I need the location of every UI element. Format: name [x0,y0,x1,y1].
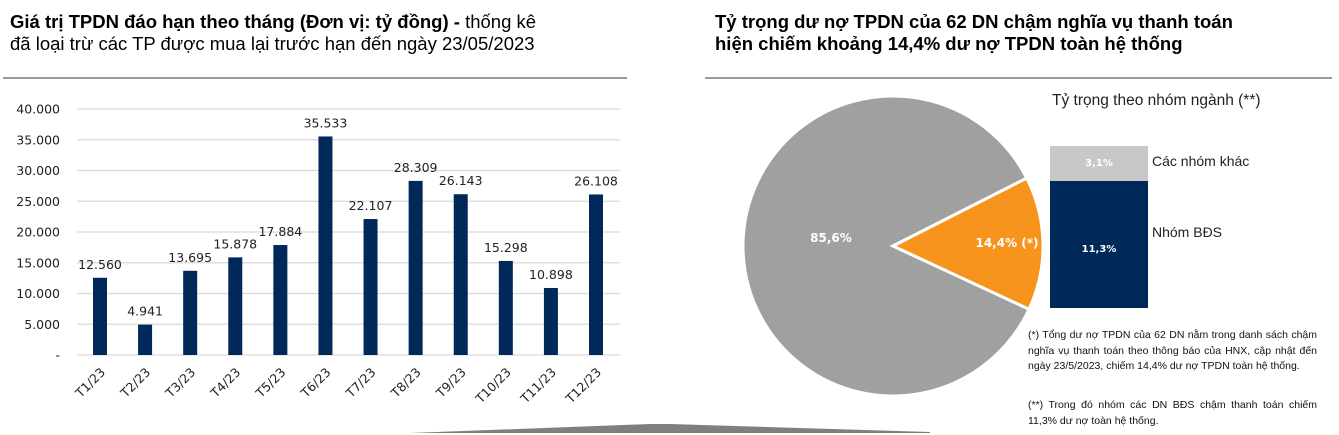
legend-other: Các nhóm khác [1152,153,1250,169]
bar [543,287,558,355]
pie-label-delayed: 14,4% (*) [975,236,1038,250]
pie-title-line-1: Tỷ trọng dư nợ TPDN của 62 DN chậm nghĩa… [715,11,1233,32]
bar-value-label: 28.309 [394,160,438,175]
y-tick-label: 25.000 [16,194,60,209]
right-divider [705,77,1332,79]
y-tick-label: 35.000 [16,132,60,147]
left-divider [3,77,627,79]
debt-share-pie-chart: 85,6% 14,4% (*) [741,94,1045,398]
x-tick-label: T10/23 [472,365,514,407]
stacked-sector-bar: 3,1% 11,3% [1050,146,1148,308]
sector-subtitle: Tỷ trọng theo nhóm ngành (**) [1052,92,1261,109]
bar [363,219,378,355]
bar-value-label: 26.108 [574,173,618,188]
bar-chart-subtitle: đã loại trừ các TP được mua lại trước hạ… [10,33,535,54]
stack-label-bds: 11,3% [1081,244,1117,255]
bar-value-label: 13.695 [168,250,212,265]
x-tick-label: T3/23 [162,365,199,402]
footnote-1: (*) Tổng dư nợ TPDN của 62 DN nằm trong … [1028,329,1317,372]
pie-label-other: 85,6% [810,231,852,245]
y-tick-label: 30.000 [16,163,60,178]
bar-value-label: 35.533 [304,115,348,130]
y-tick-label: 10.000 [16,286,60,301]
bar-value-label: 4.941 [127,304,163,319]
pie-slice-other [741,94,1032,398]
bar-value-label: 15.298 [484,240,528,255]
pie-slice-delayed [889,176,1045,312]
y-tick-label: 40.000 [16,102,60,117]
bar-chart-title: Giá trị TPDN đáo hạn theo tháng (Đơn vị:… [10,11,630,55]
bar [318,136,333,355]
stack-segment-other: 3,1% [1050,146,1148,181]
y-tick-label: 5.000 [24,317,60,332]
stack-segment-bds: 11,3% [1050,181,1148,308]
bar [228,257,243,355]
bar-value-label: 26.143 [439,173,483,188]
x-tick-label: T5/23 [252,365,289,402]
legend-bds: Nhóm BĐS [1152,224,1223,240]
bar [498,260,513,355]
bar-chart-title-bold: Giá trị TPDN đáo hạn theo tháng (Đơn vị:… [10,11,460,32]
x-tick-label: T8/23 [387,365,424,402]
x-tick-label: T1/23 [72,365,109,402]
footnote-2: (**) Trong đó nhóm các DN BĐS chậm thanh… [1028,399,1317,427]
y-tick-label: - [55,348,60,363]
x-tick-label: T6/23 [297,365,334,402]
pie-title-line-2: hiện chiếm khoảng 14,4% dư nợ TPDN toàn … [715,33,1183,54]
bar [183,270,198,355]
bar-chart-title-rest: thống kê [459,11,537,32]
x-tick-label: T12/23 [562,365,604,407]
bar-value-label: 12.560 [78,257,122,272]
bar [273,245,288,355]
y-tick-label: 20.000 [16,225,60,240]
x-tick-label: T7/23 [342,365,379,402]
bar [589,194,603,355]
bar-value-label: 15.878 [213,236,257,251]
bar [408,180,423,355]
bar [138,324,153,355]
x-tick-label: T9/23 [432,365,469,402]
monthly-maturity-bar-chart: - 5.000 10.000 15.000 20.000 25.000 30.000 35.0… [16,102,620,407]
x-tick-label: T2/23 [117,365,154,402]
bar-value-label: 17.884 [258,224,302,239]
bar [93,277,107,355]
pie-chart-title: Tỷ trọng dư nợ TPDN của 62 DN chậm nghĩa… [715,11,1335,55]
bar-value-label: 10.898 [529,267,573,282]
y-tick-label: 15.000 [16,255,60,270]
stack-label-other: 3,1% [1085,158,1113,169]
bar [453,194,468,355]
x-tick-label: T4/23 [207,365,244,402]
bar-value-label: 22.107 [349,198,393,213]
x-tick-label: T11/23 [517,365,559,407]
